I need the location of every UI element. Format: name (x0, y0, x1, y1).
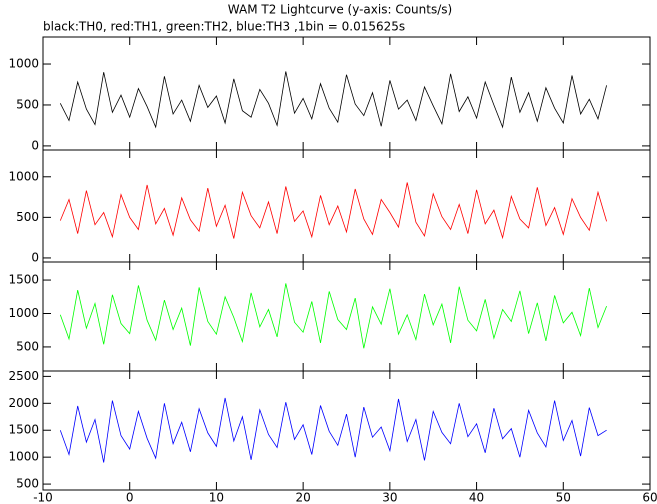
series-line (59, 283, 607, 349)
y-tick-label: 1000 (8, 306, 39, 320)
panel-frame (42, 36, 651, 151)
x-tick-label: 20 (296, 491, 311, 504)
y-tick-label: 1000 (8, 450, 39, 464)
y-tick-label: 1500 (8, 273, 39, 287)
y-tick-label: 500 (16, 339, 39, 353)
series-line (59, 71, 607, 129)
y-tick-label: 500 (16, 97, 39, 111)
y-tick-label: 0 (31, 138, 39, 152)
y-tick-label: 1000 (8, 57, 39, 71)
series-line (59, 182, 607, 240)
x-tick-label: -10 (33, 491, 53, 504)
x-tick-label: 10 (209, 491, 224, 504)
x-tick-label: 50 (556, 491, 571, 504)
y-tick-label: 0 (31, 250, 39, 264)
chart-title: WAM T2 Lightcurve (y-axis: Counts/s) (228, 3, 452, 17)
y-tick-label: 2000 (8, 396, 39, 410)
y-tick-label: 1000 (8, 169, 39, 183)
chart-subtitle: black:TH0, red:TH1, green:TH2, blue:TH3 … (43, 20, 405, 34)
y-tick-label: 1500 (8, 423, 39, 437)
panel-frame (42, 261, 651, 372)
y-tick-label: 2500 (8, 369, 39, 383)
y-tick-label: 500 (16, 477, 39, 491)
x-tick-label: 40 (469, 491, 484, 504)
x-tick-label: 60 (642, 491, 657, 504)
x-tick-label: 30 (382, 491, 397, 504)
x-tick-label: 0 (126, 491, 134, 504)
y-tick-label: 500 (16, 210, 39, 224)
series-line (59, 397, 607, 463)
panel-frame (42, 149, 651, 263)
